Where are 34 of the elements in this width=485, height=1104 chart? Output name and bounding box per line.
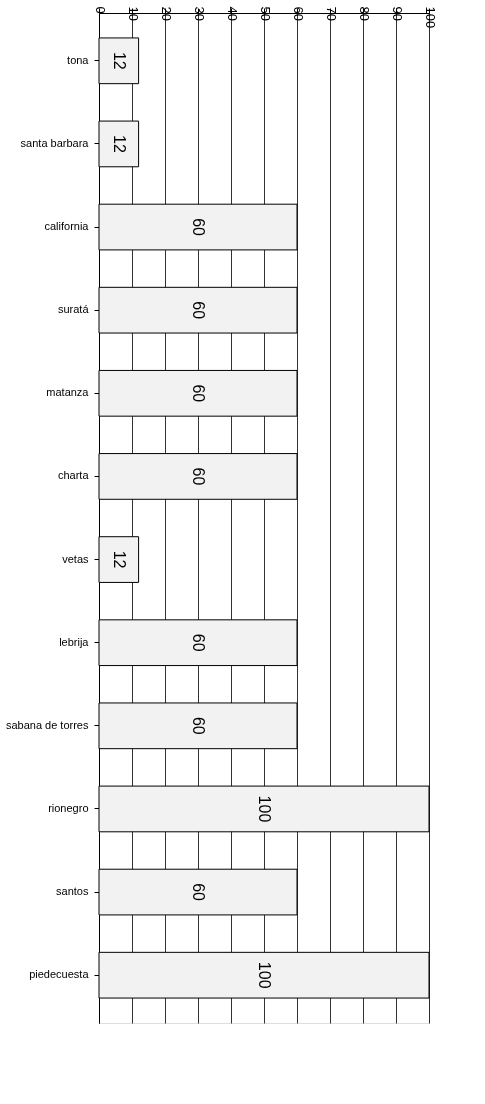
y-tick-label: lebrija <box>59 635 90 648</box>
data-label: 12 <box>110 51 128 70</box>
y-tick-label: charta <box>57 469 90 482</box>
data-label: 60 <box>190 218 207 237</box>
x-tick-label: 20 <box>158 6 174 21</box>
y-tick-label: santa barbara <box>20 136 90 149</box>
x-tick-label: 70 <box>323 6 339 21</box>
data-label: 60 <box>190 384 207 403</box>
y-tick-label: suratá <box>57 303 90 316</box>
y-tick-label: california <box>44 220 90 233</box>
y-tick-label: matanza <box>46 386 90 399</box>
x-tick-label: 0 <box>92 6 108 14</box>
y-tick-label: rionegro <box>48 801 89 814</box>
y-tick-label: tona <box>67 53 90 66</box>
data-label: 60 <box>190 301 207 320</box>
data-label: 60 <box>190 883 207 902</box>
data-label: 60 <box>190 633 207 652</box>
x-tick-label: 80 <box>356 6 372 21</box>
y-tick-label: santos <box>56 885 89 898</box>
data-label: 100 <box>256 795 273 823</box>
data-label: 60 <box>190 716 207 735</box>
x-tick-label: 40 <box>224 6 240 21</box>
data-label: 60 <box>190 467 207 486</box>
x-tick-label: 60 <box>290 6 306 21</box>
y-tick-label: vetas <box>62 552 89 565</box>
data-label: 12 <box>110 135 128 153</box>
x-tick-label: 30 <box>191 6 207 21</box>
data-label: 100 <box>256 961 273 989</box>
y-tick-label: piedecuesta <box>29 968 90 981</box>
data-label: 12 <box>110 550 128 569</box>
x-tick-label: 50 <box>257 6 273 21</box>
x-tick-label: 100 <box>422 6 438 29</box>
x-tick-label: 10 <box>125 6 141 21</box>
y-tick-label: sabana de torres <box>5 718 89 731</box>
